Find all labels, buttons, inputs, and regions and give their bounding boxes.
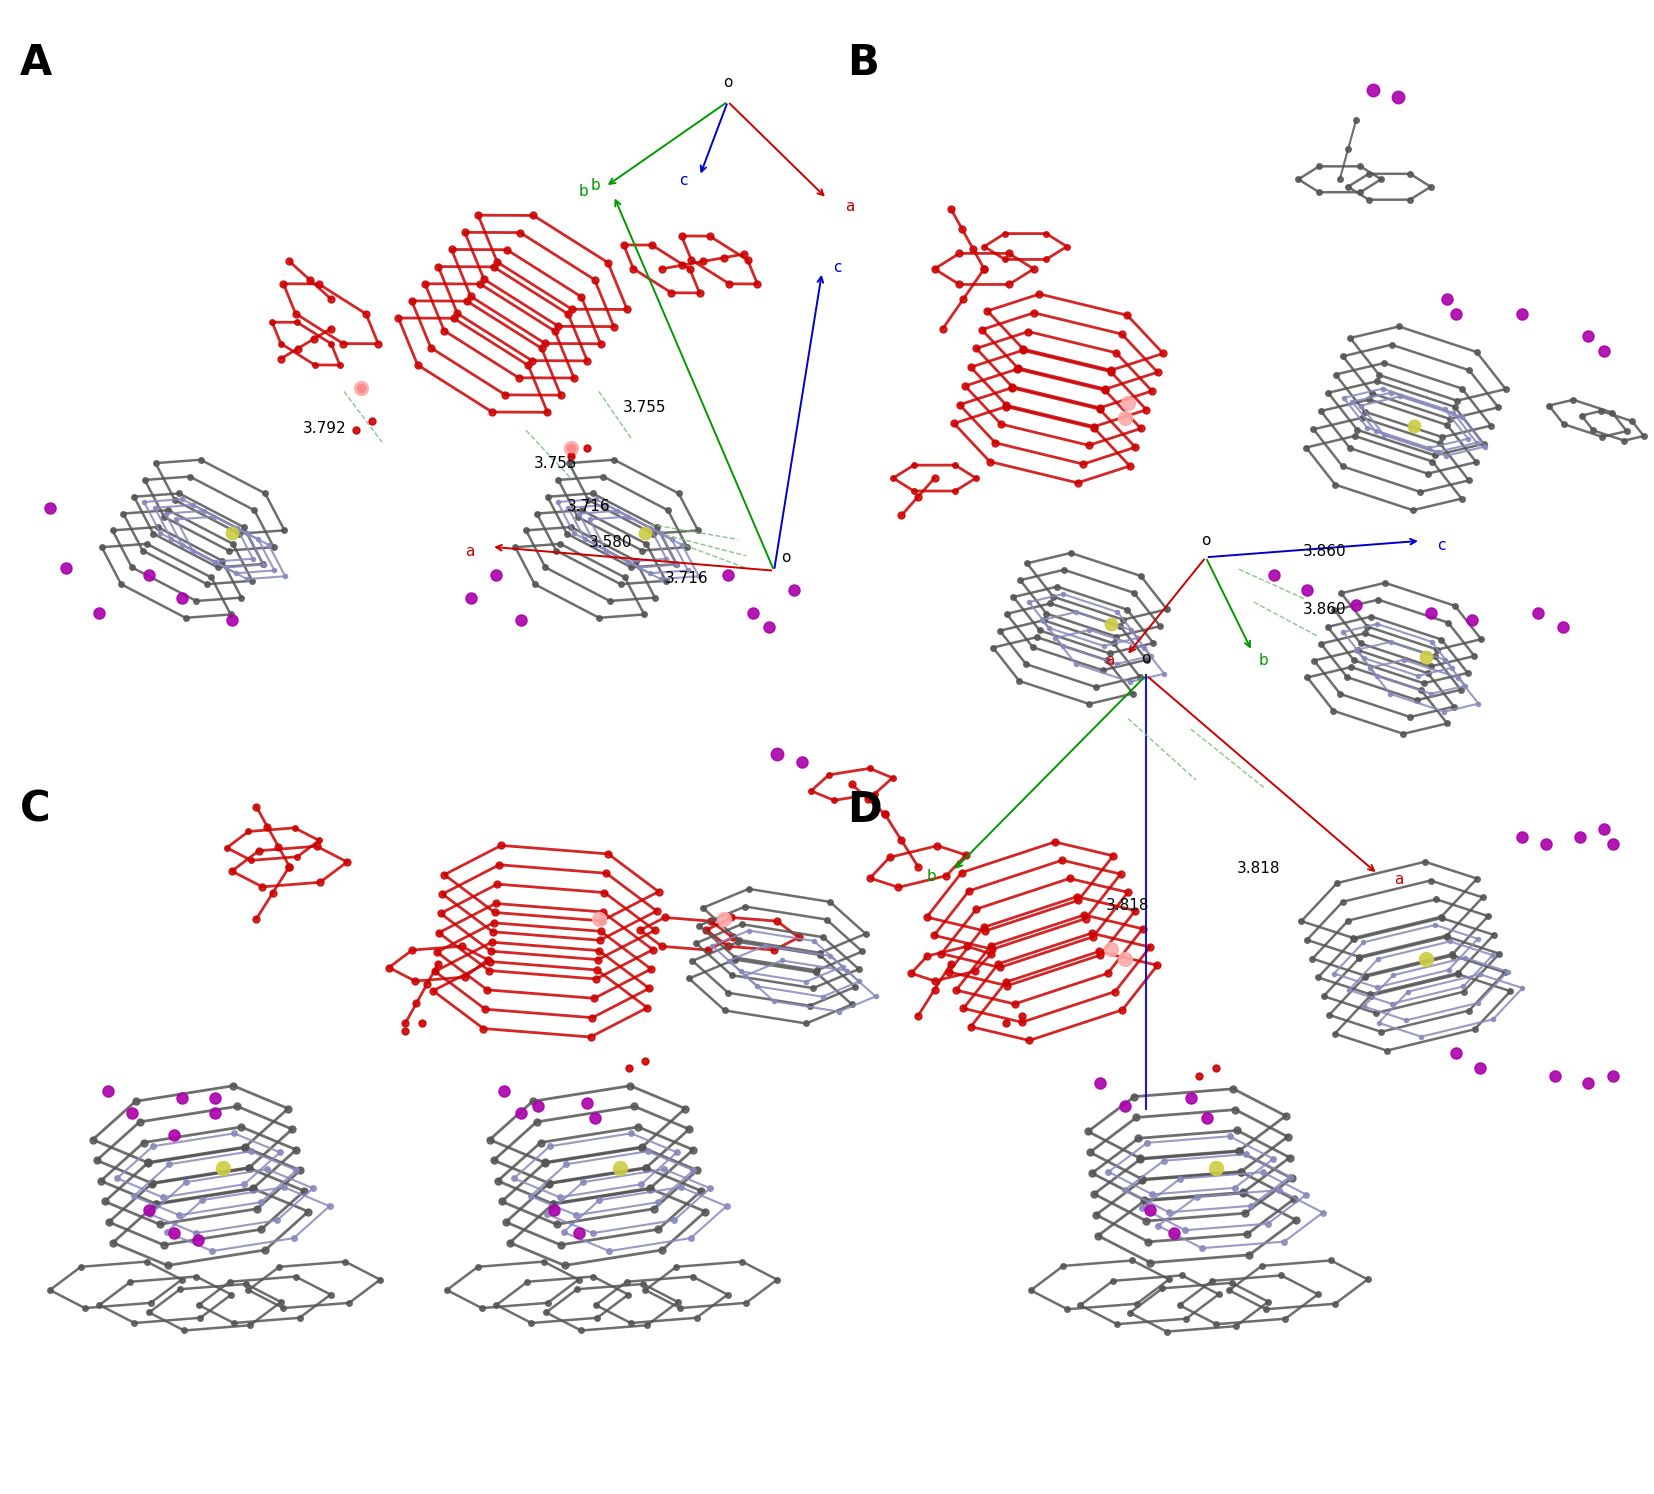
Text: c: c bbox=[1437, 538, 1446, 553]
Text: c: c bbox=[834, 260, 842, 275]
Text: c: c bbox=[680, 173, 688, 188]
Text: 3.792: 3.792 bbox=[303, 421, 346, 436]
Text: o: o bbox=[1141, 651, 1151, 666]
Text: o: o bbox=[1201, 533, 1211, 548]
Text: 3.580: 3.580 bbox=[589, 535, 632, 550]
Text: 3.818: 3.818 bbox=[1237, 861, 1280, 875]
Text: 3.716: 3.716 bbox=[567, 499, 610, 514]
Text: a: a bbox=[465, 544, 475, 559]
Text: B: B bbox=[847, 42, 878, 84]
Text: b: b bbox=[579, 184, 589, 199]
Text: o: o bbox=[781, 550, 791, 565]
Text: 3.860: 3.860 bbox=[1303, 602, 1346, 617]
Text: 3.860: 3.860 bbox=[1303, 544, 1346, 559]
Text: 3.818: 3.818 bbox=[1107, 898, 1150, 913]
Text: a: a bbox=[1394, 872, 1404, 887]
Text: a: a bbox=[845, 199, 855, 214]
Text: b: b bbox=[590, 178, 600, 193]
Text: D: D bbox=[847, 789, 882, 831]
Text: b: b bbox=[926, 870, 936, 884]
Text: 3.755: 3.755 bbox=[534, 456, 577, 471]
Text: a: a bbox=[1105, 653, 1115, 668]
Text: A: A bbox=[20, 42, 51, 84]
Text: o: o bbox=[723, 75, 733, 90]
Text: 3.716: 3.716 bbox=[665, 571, 708, 586]
Text: b: b bbox=[1259, 653, 1269, 668]
Text: 3.755: 3.755 bbox=[624, 400, 667, 415]
Text: C: C bbox=[20, 789, 51, 831]
